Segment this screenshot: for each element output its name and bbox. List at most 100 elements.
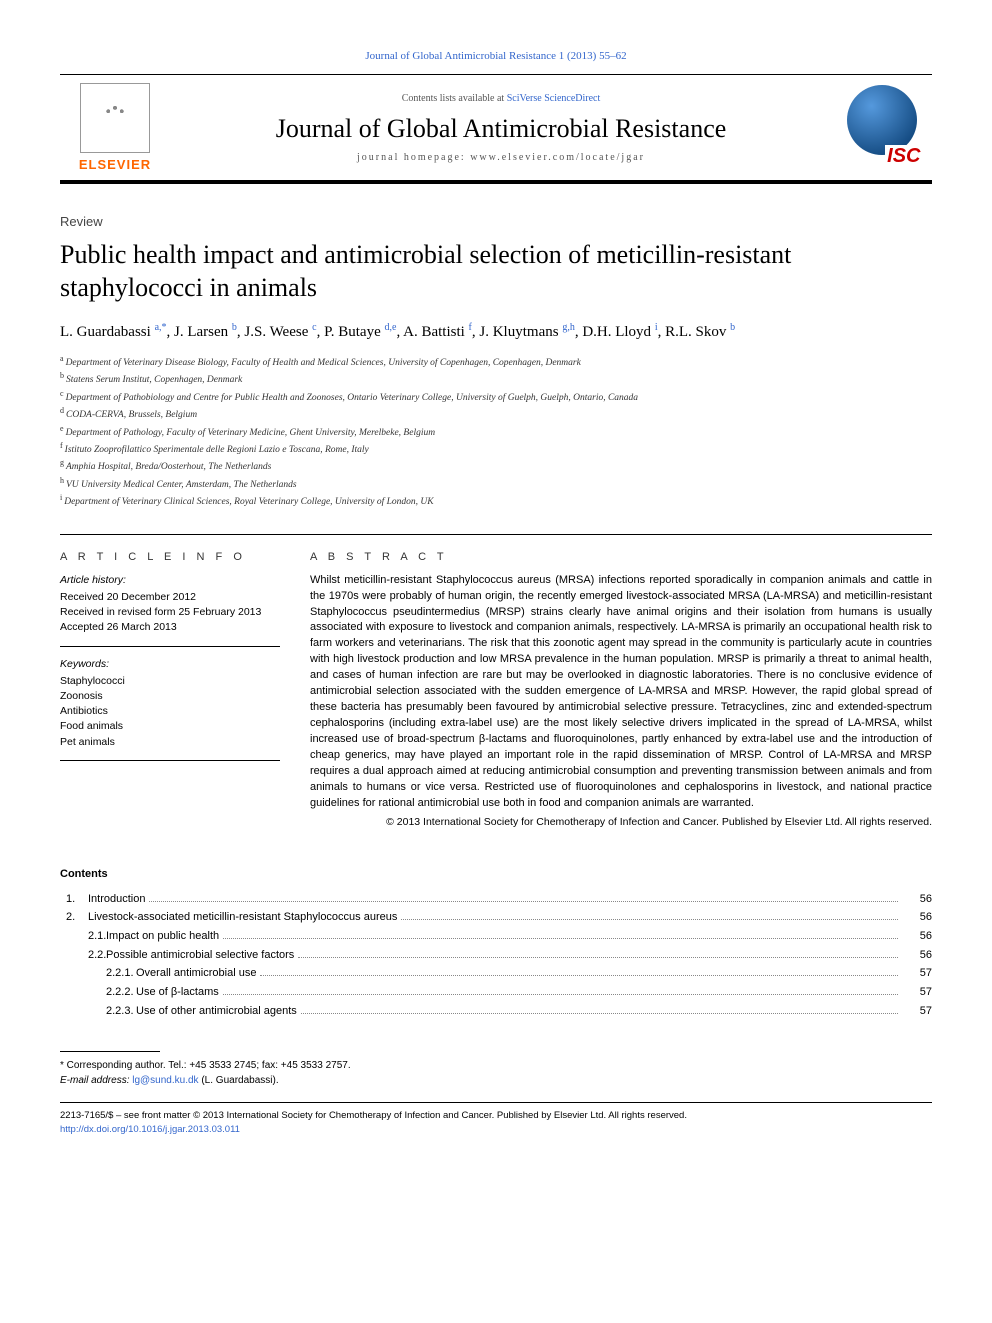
author-aff-superscript: i — [655, 322, 658, 333]
doi-link[interactable]: http://dx.doi.org/10.1016/j.jgar.2013.03… — [60, 1124, 240, 1135]
toc-number: 2.2.3. — [60, 1002, 136, 1021]
toc-row[interactable]: 2.2.2.Use of β-lactams57 — [60, 983, 932, 1002]
scidirect-link[interactable]: SciVerse ScienceDirect — [507, 93, 601, 104]
toc-dots — [260, 975, 898, 976]
author-aff-superscript: d,e — [384, 322, 396, 333]
page-footer: 2213-7165/$ – see front matter © 2013 In… — [60, 1102, 932, 1138]
toc-dots — [401, 919, 898, 920]
author-aff-superscript: c — [312, 322, 316, 333]
author: J. Larsen b — [174, 324, 237, 340]
elsevier-logo-block: ELSEVIER — [60, 83, 170, 172]
toc-label: Possible antimicrobial selective factors — [106, 946, 294, 965]
keyword: Zoonosis — [60, 689, 280, 704]
toc-label: Overall antimicrobial use — [136, 964, 256, 983]
affiliation-line: e Department of Pathology, Faculty of Ve… — [60, 423, 932, 440]
author: J.S. Weese c — [244, 324, 316, 340]
affiliation-line: i Department of Veterinary Clinical Scie… — [60, 492, 932, 509]
article-info-label: A R T I C L E I N F O — [60, 551, 280, 563]
history-line: Received in revised form 25 February 201… — [60, 605, 280, 620]
footnote-separator — [60, 1051, 160, 1052]
journal-name: Journal of Global Antimicrobial Resistan… — [180, 114, 822, 144]
toc-page: 56 — [902, 890, 932, 909]
journal-homepage: journal homepage: www.elsevier.com/locat… — [180, 152, 822, 163]
front-matter-line: 2213-7165/$ – see front matter © 2013 In… — [60, 1109, 932, 1123]
elsevier-wordmark: ELSEVIER — [60, 157, 170, 172]
affiliation-line: f Istituto Zooprofilattico Sperimentale … — [60, 440, 932, 457]
toc-dots — [298, 957, 898, 958]
toc-label: Introduction — [88, 890, 145, 909]
journal-citation: Journal of Global Antimicrobial Resistan… — [60, 50, 932, 62]
affiliation-line: d CODA-CERVA, Brussels, Belgium — [60, 405, 932, 422]
authors-line: L. Guardabassi a,*, J. Larsen b, J.S. We… — [60, 322, 932, 341]
toc-row[interactable]: 1.Introduction 56 — [60, 890, 932, 909]
abstract-copyright: © 2013 International Society for Chemoth… — [310, 816, 932, 828]
toc-page: 56 — [902, 946, 932, 965]
toc-label: Impact on public health — [106, 927, 219, 946]
toc-row[interactable]: 2.Livestock-associated meticillin-resist… — [60, 908, 932, 927]
abstract-column: A B S T R A C T Whilst meticillin-resist… — [310, 551, 932, 828]
toc-number: 2.2.2. — [60, 983, 136, 1002]
email-label: E-mail address: — [60, 1075, 132, 1086]
author: R.L. Skov b — [665, 324, 735, 340]
toc-row[interactable]: 2.2.1.Overall antimicrobial use 57 — [60, 964, 932, 983]
article-type: Review — [60, 214, 932, 229]
toc-row[interactable]: 2.1.Impact on public health56 — [60, 927, 932, 946]
toc-dots — [149, 901, 898, 902]
toc-dots — [301, 1013, 898, 1014]
history-line: Accepted 26 March 2013 — [60, 620, 280, 635]
author-aff-superscript: b — [232, 322, 237, 333]
affiliation-line: b Statens Serum Institut, Copenhagen, De… — [60, 370, 932, 387]
toc-number: 1. — [60, 890, 88, 909]
toc-dots — [223, 994, 898, 995]
history-title: Article history: — [60, 573, 280, 588]
journal-header: ELSEVIER Contents lists available at Sci… — [60, 74, 932, 184]
affiliation-line: h VU University Medical Center, Amsterda… — [60, 475, 932, 492]
abstract-text: Whilst meticillin-resistant Staphylococc… — [310, 573, 932, 812]
toc-page: 57 — [902, 1002, 932, 1021]
author-aff-superscript: f — [469, 322, 472, 333]
toc-label: Use of β-lactams — [136, 983, 219, 1002]
toc-row[interactable]: 2.2.3.Use of other antimicrobial agents 5… — [60, 1002, 932, 1021]
keyword: Pet animals — [60, 735, 280, 750]
toc-label: Use of other antimicrobial agents — [136, 1002, 297, 1021]
toc-dots — [223, 938, 898, 939]
affiliation-line: a Department of Veterinary Disease Biolo… — [60, 353, 932, 370]
affiliations-block: a Department of Veterinary Disease Biolo… — [60, 353, 932, 510]
article-info-column: A R T I C L E I N F O Article history: R… — [60, 551, 280, 828]
contents-lists-line: Contents lists available at SciVerse Sci… — [180, 93, 822, 104]
toc: 1.Introduction562.Livestock-associated m… — [60, 890, 932, 1021]
toc-number: 2.1. — [60, 927, 106, 946]
abstract-label: A B S T R A C T — [310, 551, 932, 563]
toc-page: 57 — [902, 964, 932, 983]
toc-label: Livestock-associated meticillin-resistan… — [88, 908, 397, 927]
keyword: Staphylococci — [60, 674, 280, 689]
author: D.H. Lloyd i — [582, 324, 657, 340]
elsevier-tree-icon — [80, 83, 150, 153]
isc-logo-block: ISC — [832, 85, 932, 170]
author: A. Battisti f — [403, 324, 472, 340]
affiliation-line: c Department of Pathobiology and Centre … — [60, 388, 932, 405]
contents-lists-text: Contents lists available at — [402, 93, 507, 104]
email-suffix: (L. Guardabassi). — [199, 1075, 279, 1086]
affiliation-line: g Amphia Hospital, Breda/Oosterhout, The… — [60, 457, 932, 474]
corresponding-author: * Corresponding author. Tel.: +45 3533 2… — [60, 1058, 932, 1073]
author-aff-superscript: g,h — [562, 322, 575, 333]
keyword: Antibiotics — [60, 704, 280, 719]
article-title: Public health impact and antimicrobial s… — [60, 239, 932, 304]
author: J. Kluytmans g,h — [479, 324, 574, 340]
toc-number: 2.2.1. — [60, 964, 136, 983]
toc-row[interactable]: 2.2.Possible antimicrobial selective fac… — [60, 946, 932, 965]
author-aff-superscript: b — [730, 322, 735, 333]
toc-number: 2. — [60, 908, 88, 927]
isc-wordmark: ISC — [885, 145, 922, 168]
email-link[interactable]: lg@sund.ku.dk — [132, 1075, 198, 1086]
author: L. Guardabassi a,* — [60, 324, 167, 340]
toc-page: 56 — [902, 908, 932, 927]
author: P. Butaye d,e — [324, 324, 396, 340]
footnotes: * Corresponding author. Tel.: +45 3533 2… — [60, 1058, 932, 1088]
author-aff-superscript: a,* — [155, 322, 167, 333]
toc-number: 2.2. — [60, 946, 106, 965]
keyword: Food animals — [60, 719, 280, 734]
keywords-title: Keywords: — [60, 657, 280, 672]
history-line: Received 20 December 2012 — [60, 590, 280, 605]
